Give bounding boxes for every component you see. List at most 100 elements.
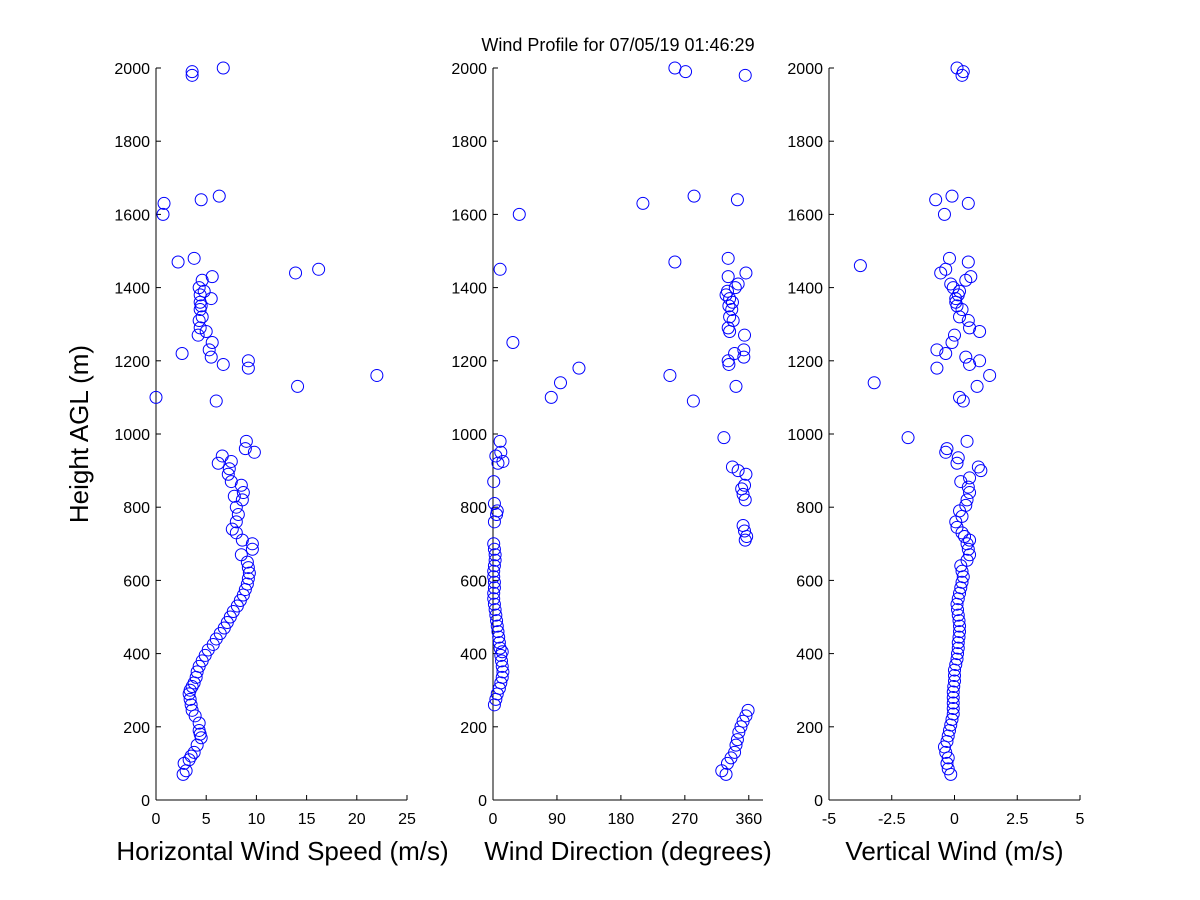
hspeed-y-tick-label: 400 <box>123 647 150 664</box>
hspeed-y-tick-label: 1000 <box>114 427 150 444</box>
vwind-data-point <box>951 603 965 617</box>
vwind-data-point <box>956 394 970 408</box>
vwind-data-point <box>942 251 956 265</box>
hspeed-y-tick-label: 2000 <box>114 61 150 78</box>
wdir-data-point <box>487 564 501 578</box>
vwind-data-point <box>946 685 960 699</box>
hspeed-data-point <box>183 683 197 697</box>
vwind-data-point <box>853 259 867 273</box>
wdir-data-point <box>488 548 502 562</box>
hspeed-data-point <box>184 698 198 712</box>
hspeed-data-point <box>182 753 196 767</box>
wdir-data-point <box>487 597 501 611</box>
wdir-data-point <box>728 281 742 295</box>
wdir-data-point <box>735 482 749 496</box>
vwind-data-point <box>953 284 967 298</box>
wdir-x-tick-label: 180 <box>608 811 635 828</box>
vwind-y-tick-label: 0 <box>814 793 823 810</box>
wdir-data-point <box>732 725 746 739</box>
vwind-data-point <box>971 460 985 474</box>
vwind-data-point <box>945 189 959 203</box>
hspeed-x-axis-label: Horizontal Wind Speed (m/s) <box>116 836 448 866</box>
hspeed-x-tick-label: 15 <box>298 811 316 828</box>
wdir-data-point <box>495 659 509 673</box>
hspeed-data-point <box>157 196 171 210</box>
hspeed-y-tick-label: 200 <box>123 720 150 737</box>
wdir-y-tick-label: 800 <box>460 500 487 517</box>
vwind-y-tick-label: 600 <box>796 573 823 590</box>
wdir-y-tick-label: 600 <box>460 573 487 590</box>
hspeed-data-point <box>215 449 229 463</box>
vwind-y-tick-label: 200 <box>796 720 823 737</box>
wdir-data-point <box>728 745 742 759</box>
wdir-data-point <box>738 328 752 342</box>
vwind-data-point <box>953 619 967 633</box>
horizontal-wind-speed-panel: 0 200 400 600 800 1000 1200 1400 1600 1800 2000 0 5 1… <box>64 61 449 866</box>
wdir-data-point <box>495 670 509 684</box>
wdir-data-point <box>554 376 567 390</box>
vwind-data-point <box>930 361 944 375</box>
vwind-data-point <box>951 647 965 661</box>
wdir-data-point <box>730 733 744 747</box>
hspeed-data-point <box>193 288 207 302</box>
wdir-data-point <box>668 255 682 269</box>
hspeed-data-point <box>149 390 163 404</box>
wdir-data-point <box>487 475 501 489</box>
hspeed-data-point <box>229 526 243 540</box>
vwind-data-point <box>937 207 951 221</box>
wdir-data-point <box>679 65 693 79</box>
hspeed-data-point <box>204 350 218 364</box>
wdir-data-point <box>487 559 501 573</box>
wdir-data-point <box>495 654 509 668</box>
vwind-data-point <box>947 680 961 694</box>
vwind-x-tick-label: 0 <box>950 811 959 828</box>
hspeed-data-point <box>224 454 238 468</box>
vwind-x-tick-label: -5 <box>822 811 836 828</box>
hspeed-data-point <box>245 542 259 556</box>
wdir-data-point <box>739 266 753 280</box>
vwind-data-point <box>950 520 964 534</box>
hspeed-data-point <box>190 665 204 679</box>
hspeed-data-point <box>247 445 261 459</box>
wdir-y-tick-label: 1000 <box>451 427 487 444</box>
hspeed-y-tick-label: 1400 <box>114 281 150 298</box>
wdir-y-tick-label: 400 <box>460 647 487 664</box>
wdir-data-point <box>496 665 510 679</box>
vwind-data-point <box>929 193 943 207</box>
hspeed-data-point <box>229 500 243 514</box>
wdir-data-point <box>492 630 506 644</box>
hspeed-data-point <box>291 379 305 393</box>
vwind-data-point <box>930 343 944 357</box>
vwind-data-point <box>940 442 954 456</box>
wdir-y-tick-label: 0 <box>478 793 487 810</box>
hspeed-data-point <box>242 566 256 580</box>
wdir-y-tick-label: 2000 <box>451 61 487 78</box>
hspeed-x-tick-label: 0 <box>152 811 161 828</box>
wdir-data-point <box>494 445 508 459</box>
hspeed-data-point <box>238 442 252 456</box>
vwind-data-point <box>950 61 964 75</box>
hspeed-data-point <box>225 522 239 536</box>
wdir-data-point <box>723 310 737 324</box>
hspeed-data-point <box>185 68 199 82</box>
hspeed-y-tick-label: 1200 <box>114 354 150 371</box>
vwind-data-point <box>963 357 977 371</box>
vwind-data-point <box>953 390 967 404</box>
vwind-data-point <box>974 464 988 478</box>
wdir-data-point <box>489 608 503 622</box>
hspeed-y-tick-label: 1600 <box>114 207 150 224</box>
hspeed-x-tick-label: 20 <box>348 811 366 828</box>
hspeed-data-point <box>227 489 241 503</box>
wdir-data-point <box>494 676 508 690</box>
vwind-data-point <box>959 498 973 512</box>
vwind-data-point <box>958 529 972 543</box>
vwind-data-point <box>901 431 915 445</box>
wdir-x-tick-label: 90 <box>548 811 566 828</box>
vwind-data-point <box>970 379 984 393</box>
hspeed-data-point <box>187 251 201 265</box>
wdir-data-point <box>721 321 735 335</box>
hspeed-data-point <box>236 486 250 500</box>
hspeed-data-point <box>156 207 170 221</box>
figure-title: Wind Profile for 07/05/19 01:46:29 <box>481 35 754 55</box>
